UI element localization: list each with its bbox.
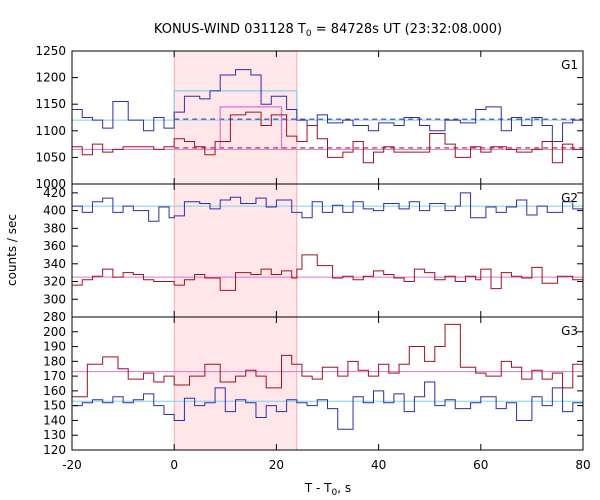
- g1-ytick-label: 1050: [35, 150, 66, 164]
- g3-ytick-label: 180: [43, 354, 66, 368]
- y-axis-label: counts / sec: [5, 214, 19, 286]
- xtick-label: -20: [62, 458, 82, 472]
- g2-ytick-label: 300: [43, 292, 66, 306]
- g3-ytick-label: 170: [43, 369, 66, 383]
- g3-panel-frame: [71, 316, 584, 451]
- xtick-label: 0: [170, 458, 178, 472]
- g1-ytick-label: 1000: [35, 177, 66, 191]
- g2-ytick-label: 420: [43, 186, 66, 200]
- chart-title: KONUS-WIND 031128 T0 = 84728s UT (23:32:…: [154, 22, 502, 39]
- g1-ytick-label: 1100: [35, 124, 66, 138]
- g2-ytick-label: 340: [43, 257, 66, 271]
- g2-blue-counts-series: [72, 192, 583, 222]
- g3-red-counts-series: [72, 323, 583, 398]
- g1-blue-burst-average: [173, 90, 298, 121]
- g3-ytick-label: 150: [43, 399, 66, 413]
- g3-panel-label: G3: [561, 324, 578, 338]
- g3-ytick-label: 190: [43, 340, 66, 354]
- g1-panel-label: G1: [561, 58, 578, 72]
- g3-ytick-label: 140: [43, 413, 66, 427]
- g2-ytick-label: 380: [43, 221, 66, 235]
- g2-ytick-label: 360: [43, 239, 66, 253]
- burst-interval-band: [174, 51, 297, 450]
- g3-ytick-label: 130: [43, 428, 66, 442]
- g1-red-burst-average: [219, 106, 283, 150]
- xtick-label: 20: [269, 458, 284, 472]
- xtick-label: 80: [575, 458, 590, 472]
- g2-panel-label: G2: [561, 191, 578, 205]
- g3-blue-counts-series: [72, 381, 583, 430]
- x-axis-label: T - T0, s: [304, 481, 351, 498]
- g3-ytick-label: 200: [43, 325, 66, 339]
- g1-red-counts-series: [72, 111, 583, 164]
- xtick-label: 40: [371, 458, 386, 472]
- xtick-label: 60: [473, 458, 488, 472]
- g2-panel-frame: [71, 183, 584, 318]
- g3-ytick-label: 120: [43, 443, 66, 457]
- g1-ytick-label: 1150: [35, 97, 66, 111]
- g2-ytick-label: 280: [43, 310, 66, 324]
- g1-blue-counts-series: [72, 69, 583, 142]
- g2-ytick-label: 320: [43, 275, 66, 289]
- g2-red-counts-series: [72, 254, 583, 291]
- g2-ytick-label: 400: [43, 204, 66, 218]
- g3-ytick-label: 160: [43, 384, 66, 398]
- g1-ytick-label: 1200: [35, 71, 66, 85]
- g1-ytick-label: 1250: [35, 44, 66, 58]
